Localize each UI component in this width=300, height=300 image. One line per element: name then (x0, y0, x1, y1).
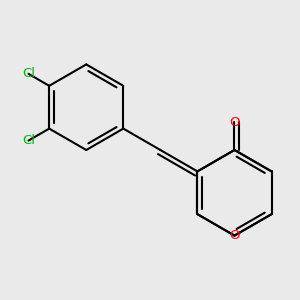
Text: Cl: Cl (22, 134, 35, 147)
Text: O: O (229, 229, 240, 242)
Text: Cl: Cl (22, 67, 35, 80)
Text: O: O (229, 116, 240, 129)
